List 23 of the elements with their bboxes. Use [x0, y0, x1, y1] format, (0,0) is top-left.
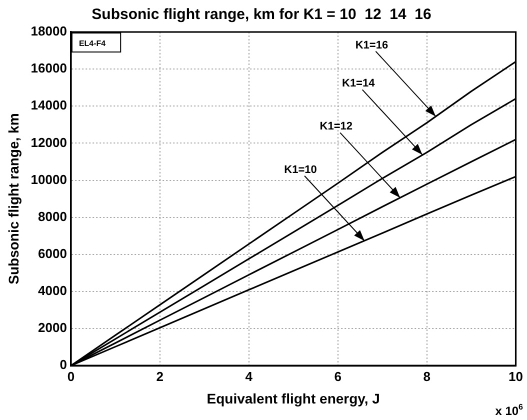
y-tick-label: 4000 [38, 283, 67, 298]
y-tick-label: 2000 [38, 320, 67, 336]
y-tick-label: 10000 [30, 172, 67, 187]
x-tick-label: 2 [156, 368, 164, 384]
annotation: K1=10 [284, 164, 317, 176]
y-tick-label: 6000 [38, 246, 67, 261]
y-tick-label: 18000 [30, 24, 67, 39]
annotation: K1=16 [355, 39, 388, 52]
annotation: K1=12 [320, 120, 352, 133]
y-axis-title: Subsonic flight range, km [5, 113, 22, 284]
x-tick-label: 10 [508, 368, 524, 384]
x-tick-label: 6 [334, 368, 342, 384]
x-axis-title: Equivalent flight energy, J [206, 390, 380, 406]
annotation: EL4-F4 [78, 39, 106, 48]
x-tick-label: 4 [245, 368, 254, 384]
y-tick-label: 16000 [30, 60, 67, 76]
y-tick-label: 12000 [30, 134, 67, 150]
y-tick-label: 0 [60, 357, 67, 372]
annotation: K1=14 [342, 78, 376, 90]
y-tick-label: 14000 [30, 98, 67, 113]
x-tick-label: 8 [423, 368, 430, 384]
y-tick-label: 8000 [38, 208, 67, 224]
chart-title: Subsonic flight range, km for K1 = 10 12 14 16 [92, 6, 432, 24]
